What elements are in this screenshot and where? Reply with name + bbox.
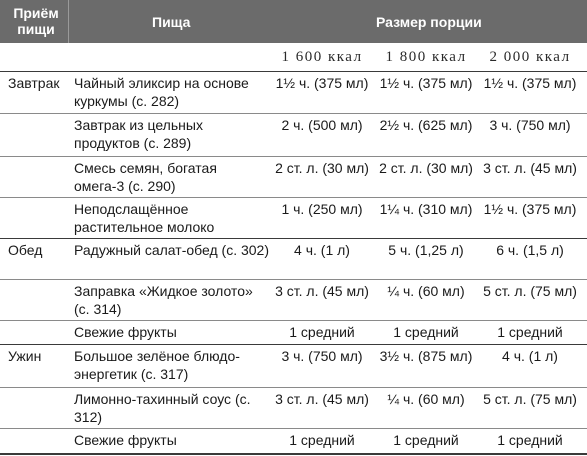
portion-1600: 3 ч. (750 мл) xyxy=(281,348,363,364)
header-divider xyxy=(68,0,69,43)
portion-1600: 1½ ч. (375 мл) xyxy=(275,75,369,91)
portion-2000: 1½ ч. (375 мл) xyxy=(483,75,577,91)
table-row: Заправка «Жидкое золото» (с. 314) 3 ст. … xyxy=(0,280,587,321)
portion-2000: 5 ст. л. (75 мл) xyxy=(483,391,577,407)
header-portion-size: Размер порции xyxy=(376,14,482,30)
meal-label: Обед xyxy=(8,242,43,258)
portion-1600: 2 ч. (500 мл) xyxy=(281,117,363,133)
portion-1600: 2 ст. л. (30 мл) xyxy=(275,160,369,176)
portion-2000: 6 ч. (1,5 л) xyxy=(496,242,564,258)
food-name: Заправка «Жидкое золото» (с. 314) xyxy=(74,283,253,317)
portion-2000: 3 ст. л. (45 мл) xyxy=(483,160,577,176)
meal-label: Ужин xyxy=(8,348,42,364)
portion-2000: 5 ст. л. (75 мл) xyxy=(483,283,577,299)
table-row: Завтрак Чайный эликсир на основе куркумы… xyxy=(0,72,587,114)
portion-1600: 1 средний xyxy=(289,324,355,340)
portion-1800: 2 ст. л. (30 мл) xyxy=(379,160,473,176)
table-row: Смесь семян, богатая омега-3 (с. 290) 2 … xyxy=(0,157,587,198)
food-name: Неподслащённое растительное молоко xyxy=(74,201,215,235)
portion-2000: 1 средний xyxy=(497,432,563,448)
portion-1800: 2½ ч. (625 мл) xyxy=(379,117,473,133)
portion-2000: 1 средний xyxy=(497,324,563,340)
kcal-row: 1 600 ккал 1 800 ккал 2 000 ккал xyxy=(0,43,587,72)
table-row: Свежие фрукты 1 средний 1 средний 1 сред… xyxy=(0,429,587,452)
food-name: Лимонно-тахинный соус (с. 312) xyxy=(74,391,251,425)
portion-1600: 3 ст. л. (45 мл) xyxy=(275,283,369,299)
portion-1800: 1 средний xyxy=(393,432,459,448)
portion-1800: 5 ч. (1,25 л) xyxy=(388,242,464,258)
table-row: Завтрак из цельных продуктов (с. 289) 2 … xyxy=(0,114,587,157)
portion-1800: 1½ ч. (375 мл) xyxy=(379,75,473,91)
portion-1800: ¼ ч. (60 мл) xyxy=(387,391,465,407)
portion-1600: 3 ст. л. (45 мл) xyxy=(275,391,369,407)
portion-2000: 3 ч. (750 мл) xyxy=(489,117,571,133)
food-name: Завтрак из цельных продуктов (с. 289) xyxy=(74,117,203,151)
portion-1800: 1 средний xyxy=(393,324,459,340)
portion-1800: 3½ ч. (875 мл) xyxy=(379,348,473,364)
kcal-3: 2 000 ккал xyxy=(489,49,571,65)
header-food: Пища xyxy=(152,14,191,30)
portion-2000: 4 ч. (1 л) xyxy=(502,348,558,364)
header-meal: Приём пищи xyxy=(13,5,59,37)
food-name: Смесь семян, богатая омега-3 (с. 290) xyxy=(74,160,217,194)
table-row: Свежие фрукты 1 средний 1 средний 1 сред… xyxy=(0,321,587,345)
kcal-2: 1 800 ккал xyxy=(385,49,467,65)
food-name: Радужный салат-обед (с. 302) xyxy=(74,242,270,258)
meal-label: Завтрак xyxy=(8,75,60,91)
portion-1600: 1 ч. (250 мл) xyxy=(281,201,363,217)
table-row: Ужин Большое зелёное блюдо-энергетик (с.… xyxy=(0,345,587,388)
portion-1600: 1 средний xyxy=(289,432,355,448)
table-row: Лимонно-тахинный соус (с. 312) 3 ст. л. … xyxy=(0,388,587,429)
portion-1800: 1¼ ч. (310 мл) xyxy=(379,201,473,217)
kcal-1: 1 600 ккал xyxy=(281,49,363,65)
portion-1800: ¼ ч. (60 мл) xyxy=(387,283,465,299)
food-name: Большое зелёное блюдо-энергетик (с. 317) xyxy=(74,348,240,382)
food-name: Свежие фрукты xyxy=(74,432,177,448)
table-row: Обед Радужный салат-обед (с. 302) 4 ч. (… xyxy=(0,239,587,280)
table-body: Завтрак Чайный эликсир на основе куркумы… xyxy=(0,72,587,452)
portion-1600: 4 ч. (1 л) xyxy=(294,242,350,258)
food-name: Чайный эликсир на основе куркумы (с. 282… xyxy=(74,75,249,109)
portion-2000: 1½ ч. (375 мл) xyxy=(483,201,577,217)
table-header: Приём пищи Пища Размер порции xyxy=(0,0,587,43)
table-bottom-border xyxy=(0,453,587,455)
food-name: Свежие фрукты xyxy=(74,324,177,340)
table-row: Неподслащённое растительное молоко 1 ч. … xyxy=(0,198,587,239)
